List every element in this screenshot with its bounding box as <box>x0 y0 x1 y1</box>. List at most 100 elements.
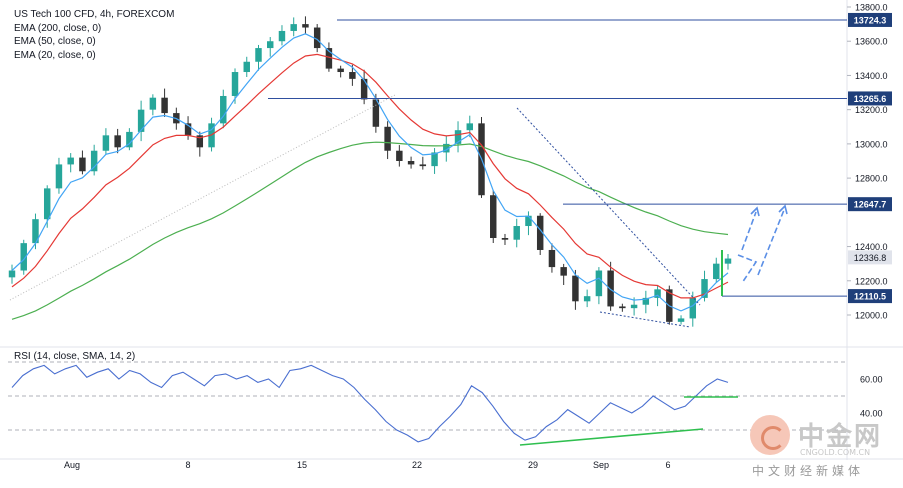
candle <box>513 218 520 248</box>
candle <box>419 156 427 170</box>
candle <box>267 37 274 57</box>
candle <box>454 121 462 153</box>
main-legend: US Tech 100 CFD, 4h, FOREXCOM EMA (200, … <box>14 8 174 62</box>
ema50-legend: EMA (50, close, 0) <box>14 36 96 47</box>
candle <box>137 100 145 142</box>
candle <box>220 89 227 129</box>
time-tick-label: 6 <box>665 460 670 470</box>
ema-line-20 <box>11 33 729 312</box>
candle <box>255 44 262 71</box>
price-tick-label: 13600.0 <box>855 37 888 47</box>
candle <box>724 254 732 270</box>
candle <box>572 269 579 310</box>
candle <box>243 56 250 77</box>
time-tick-label: Aug <box>64 460 80 470</box>
price-level-label: 12647.7 <box>854 200 887 210</box>
candle <box>102 128 110 155</box>
candle <box>196 131 204 157</box>
candle <box>337 65 344 78</box>
arrowhead-a-icon <box>750 206 760 217</box>
candle <box>126 128 133 151</box>
price-tick-label: 13400.0 <box>855 71 888 81</box>
price-level-tag <box>848 12 892 27</box>
watermark-logo-icon <box>750 415 790 455</box>
watermark-brand: 中金网 <box>798 422 883 452</box>
time-tick-label: 29 <box>528 460 538 470</box>
candle <box>396 145 403 167</box>
watermark-url: CNGOLD.COM.CN <box>800 448 871 457</box>
candle <box>713 257 720 282</box>
candle <box>90 144 98 176</box>
arrowhead-b-icon <box>778 204 788 215</box>
candle <box>384 121 391 160</box>
candle <box>349 64 356 86</box>
watermark-tagline: 中文财经新媒体 <box>752 464 865 478</box>
candle <box>302 16 309 35</box>
long-trend-dotted <box>9 94 396 301</box>
price-tick-label: 12400.0 <box>855 242 888 252</box>
price-level-tag <box>848 197 892 212</box>
projection-arrow-a <box>741 211 757 251</box>
candle <box>560 263 567 285</box>
ema-line-50 <box>11 53 729 299</box>
price-level-label: 13724.3 <box>854 15 887 25</box>
candle <box>607 261 614 311</box>
candle <box>372 93 380 133</box>
candle <box>642 290 650 314</box>
ema-line-200 <box>11 141 729 320</box>
candle <box>20 239 27 275</box>
price-level-tag <box>848 91 892 106</box>
price-tick-label: 13000.0 <box>855 139 888 149</box>
candle <box>501 233 509 245</box>
candle <box>67 153 74 173</box>
candle <box>701 270 708 302</box>
price-level-label: 13265.6 <box>854 94 887 104</box>
time-tick-label: 8 <box>185 460 190 470</box>
rsi-legend: RSI (14, close, SMA, 14, 2) <box>14 351 136 362</box>
candle <box>431 148 438 174</box>
candle <box>466 115 473 138</box>
candle <box>290 17 297 37</box>
price-tick-label: 12800.0 <box>855 174 888 184</box>
candle <box>55 157 63 194</box>
price-level-tag <box>848 289 892 304</box>
candle <box>278 25 286 46</box>
down-channel-upper <box>516 107 701 306</box>
projection-path-a <box>737 254 758 284</box>
candle <box>149 94 157 116</box>
price-tick-label: 12200.0 <box>855 276 888 286</box>
candle <box>619 303 626 312</box>
candle <box>360 69 368 105</box>
candle <box>490 190 497 244</box>
candle <box>313 24 321 53</box>
time-tick-label: 15 <box>297 460 307 470</box>
candle <box>525 211 532 236</box>
candle <box>536 213 544 256</box>
rsi-tick-label: 40.00 <box>860 409 883 419</box>
candle <box>114 128 121 154</box>
candle <box>583 289 591 308</box>
projection-arrow-b <box>757 209 785 276</box>
candle <box>443 135 450 162</box>
price-tick-label: 13200.0 <box>855 105 888 115</box>
price-tick-label: 13800.0 <box>855 3 888 13</box>
rsi-support-trend <box>519 428 704 446</box>
candle <box>548 243 556 273</box>
down-channel-lower <box>599 311 691 328</box>
symbol-label: US Tech 100 CFD, 4h, FOREXCOM <box>14 9 175 20</box>
candle <box>595 267 603 305</box>
candle <box>677 315 685 325</box>
price-tick-label: 12000.0 <box>855 311 888 321</box>
time-tick-label: 22 <box>412 460 422 470</box>
rsi-line <box>11 364 729 443</box>
candle <box>8 264 16 284</box>
ema200-legend: EMA (200, close, 0) <box>14 22 102 34</box>
rsi-tick-label: 60.00 <box>860 375 883 385</box>
candle <box>407 156 415 169</box>
ema20-legend: EMA (20, close, 0) <box>14 49 96 61</box>
candle <box>161 88 168 117</box>
price-level-label: 12110.5 <box>854 292 886 302</box>
current-price-tag <box>848 250 892 265</box>
current-price-label: 12336.8 <box>854 253 887 263</box>
